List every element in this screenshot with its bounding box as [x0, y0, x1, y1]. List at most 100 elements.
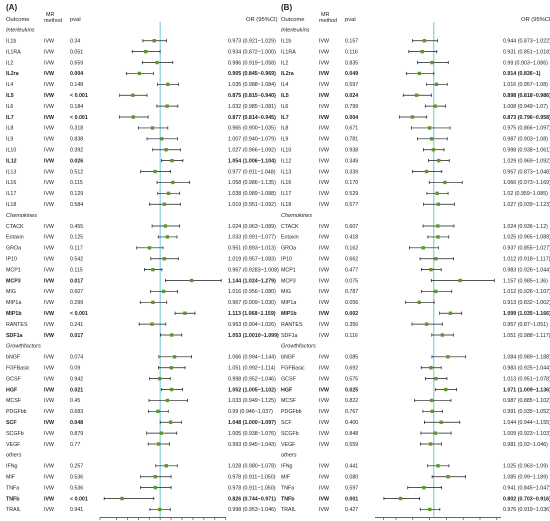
method-label: IVW: [44, 60, 54, 66]
outcome-label: VEGF: [6, 442, 21, 448]
method-label: IVW: [319, 180, 329, 186]
point-estimate: [120, 496, 124, 501]
pval-label: 0.148: [70, 82, 83, 88]
pval-label: 0.838: [70, 137, 83, 143]
method-label: IVW: [44, 289, 54, 295]
outcome-label: IL4: [6, 82, 13, 88]
point-estimate: [414, 93, 419, 97]
pval-label: 0.074: [70, 355, 83, 361]
pval-label: 0.799: [345, 104, 358, 110]
or-ci-label: 1.053 (1.0010~1.099): [228, 333, 279, 339]
outcome-label: MIP1a: [6, 300, 21, 306]
outcome-label: IL1b: [281, 39, 291, 45]
pval-label: 0.184: [70, 104, 83, 110]
pval-label: 0.129: [70, 191, 83, 197]
outcome-label: IL5: [6, 93, 14, 99]
or-ci-label: 0.978 (0.911~1.050): [228, 485, 276, 491]
outcome-label: GROa: [281, 246, 296, 252]
outcome-label: IL16: [6, 180, 16, 186]
point-estimate: [424, 169, 429, 174]
point-estimate: [164, 464, 168, 468]
method-label: IVW: [319, 333, 329, 339]
pval-label: 0.09: [70, 366, 80, 372]
outcome-label: MIF: [6, 475, 16, 481]
point-estimate: [170, 158, 174, 163]
point-estimate: [150, 126, 155, 130]
point-estimate: [431, 148, 436, 152]
point-estimate: [448, 311, 453, 315]
point-estimate: [458, 278, 462, 283]
point-estimate: [443, 180, 447, 185]
point-estimate: [444, 387, 448, 392]
header-pval: pval: [345, 17, 356, 23]
outcome-label: HGF: [281, 387, 293, 393]
method-label: IVW: [319, 322, 329, 328]
method-label: IVW: [44, 148, 54, 154]
method-label: IVW: [319, 202, 329, 208]
or-ci-label: 0.957 (0.873~1.048): [503, 169, 550, 175]
method-label: IVW: [319, 496, 329, 502]
or-ci-label: 0.944 (0.873~1.022): [503, 39, 550, 45]
method-label: IVW: [44, 431, 54, 437]
outcome-label: IP10: [6, 257, 17, 263]
outcome-label: CTACK: [281, 224, 299, 230]
or-ci-label: 1.035 (0.988~1.084): [228, 82, 276, 88]
or-ci-label: 0.826 (0.744~0.971): [228, 496, 276, 502]
outcome-label: MIF: [281, 475, 291, 481]
method-label: IVW: [44, 464, 54, 470]
or-ci-label: 0.914 (0.836~1): [503, 71, 541, 77]
point-estimate: [169, 366, 174, 370]
method-label: IVW: [319, 257, 329, 263]
pval-label: 0.455: [70, 224, 83, 230]
point-estimate: [433, 431, 438, 435]
pval-label: 0.116: [345, 49, 358, 55]
point-estimate: [446, 475, 450, 479]
pval-label: 0.848: [345, 431, 358, 437]
method-label: IVW: [319, 224, 329, 230]
method-label: IVW: [319, 507, 329, 513]
point-estimate: [164, 148, 168, 152]
or-ci-label: 0.965 (0.900~1.035): [228, 126, 276, 132]
method-label: IVW: [319, 71, 329, 77]
outcome-label: IL4: [281, 82, 288, 88]
point-estimate: [159, 137, 164, 141]
outcome-label: IL8: [281, 126, 288, 132]
outcome-label: IFNg: [6, 464, 18, 470]
outcome-label: Eotaxin: [6, 235, 24, 241]
pval-label: 0.349: [345, 158, 358, 164]
outcome-label: Eotaxin: [281, 235, 299, 241]
or-ci-label: 1.066 (0.994~1.144): [228, 355, 276, 361]
or-ci-label: 0.987 (0.903~1.08): [503, 137, 548, 143]
or-ci-label: 1.008 (0.949~1.07): [503, 104, 548, 110]
pval-label: 0.241: [70, 322, 83, 328]
point-estimate: [163, 224, 168, 228]
or-ci-label: 1.144 (1.024~1.279): [228, 278, 276, 284]
pval-label: 0.418: [345, 235, 358, 241]
outcome-label: MIP1b: [281, 311, 297, 317]
pval-label: 0.115: [70, 180, 83, 186]
method-label: IVW: [319, 278, 329, 284]
outcome-label: IL1RA: [281, 49, 296, 55]
or-ci-label: 1.048 (1.000~1.097): [228, 420, 276, 426]
point-estimate: [169, 387, 174, 392]
point-estimate: [430, 60, 434, 65]
pval-label: 0.607: [70, 289, 83, 295]
method-label: IVW: [44, 137, 54, 143]
outcome-label: SCF: [6, 420, 17, 426]
header-outcome: Outcome: [281, 17, 305, 23]
method-label: IVW: [319, 115, 329, 121]
point-estimate: [434, 82, 439, 87]
method-label: IVW: [44, 475, 54, 481]
method-label: IVW: [44, 398, 54, 404]
pval-label: 0.767: [345, 409, 358, 415]
pval-label: 0.051: [70, 49, 83, 55]
outcome-label: MCP3: [6, 278, 21, 284]
point-estimate: [144, 49, 148, 54]
point-estimate: [152, 39, 156, 43]
or-ci-label: 1.051 (0.988~1.117): [503, 333, 550, 339]
point-estimate: [159, 431, 163, 435]
outcome-label: PDGFbb: [281, 409, 302, 415]
pval-label: 0.942: [70, 376, 83, 382]
outcome-label: IL9: [6, 137, 13, 143]
method-label: IVW: [44, 126, 54, 132]
